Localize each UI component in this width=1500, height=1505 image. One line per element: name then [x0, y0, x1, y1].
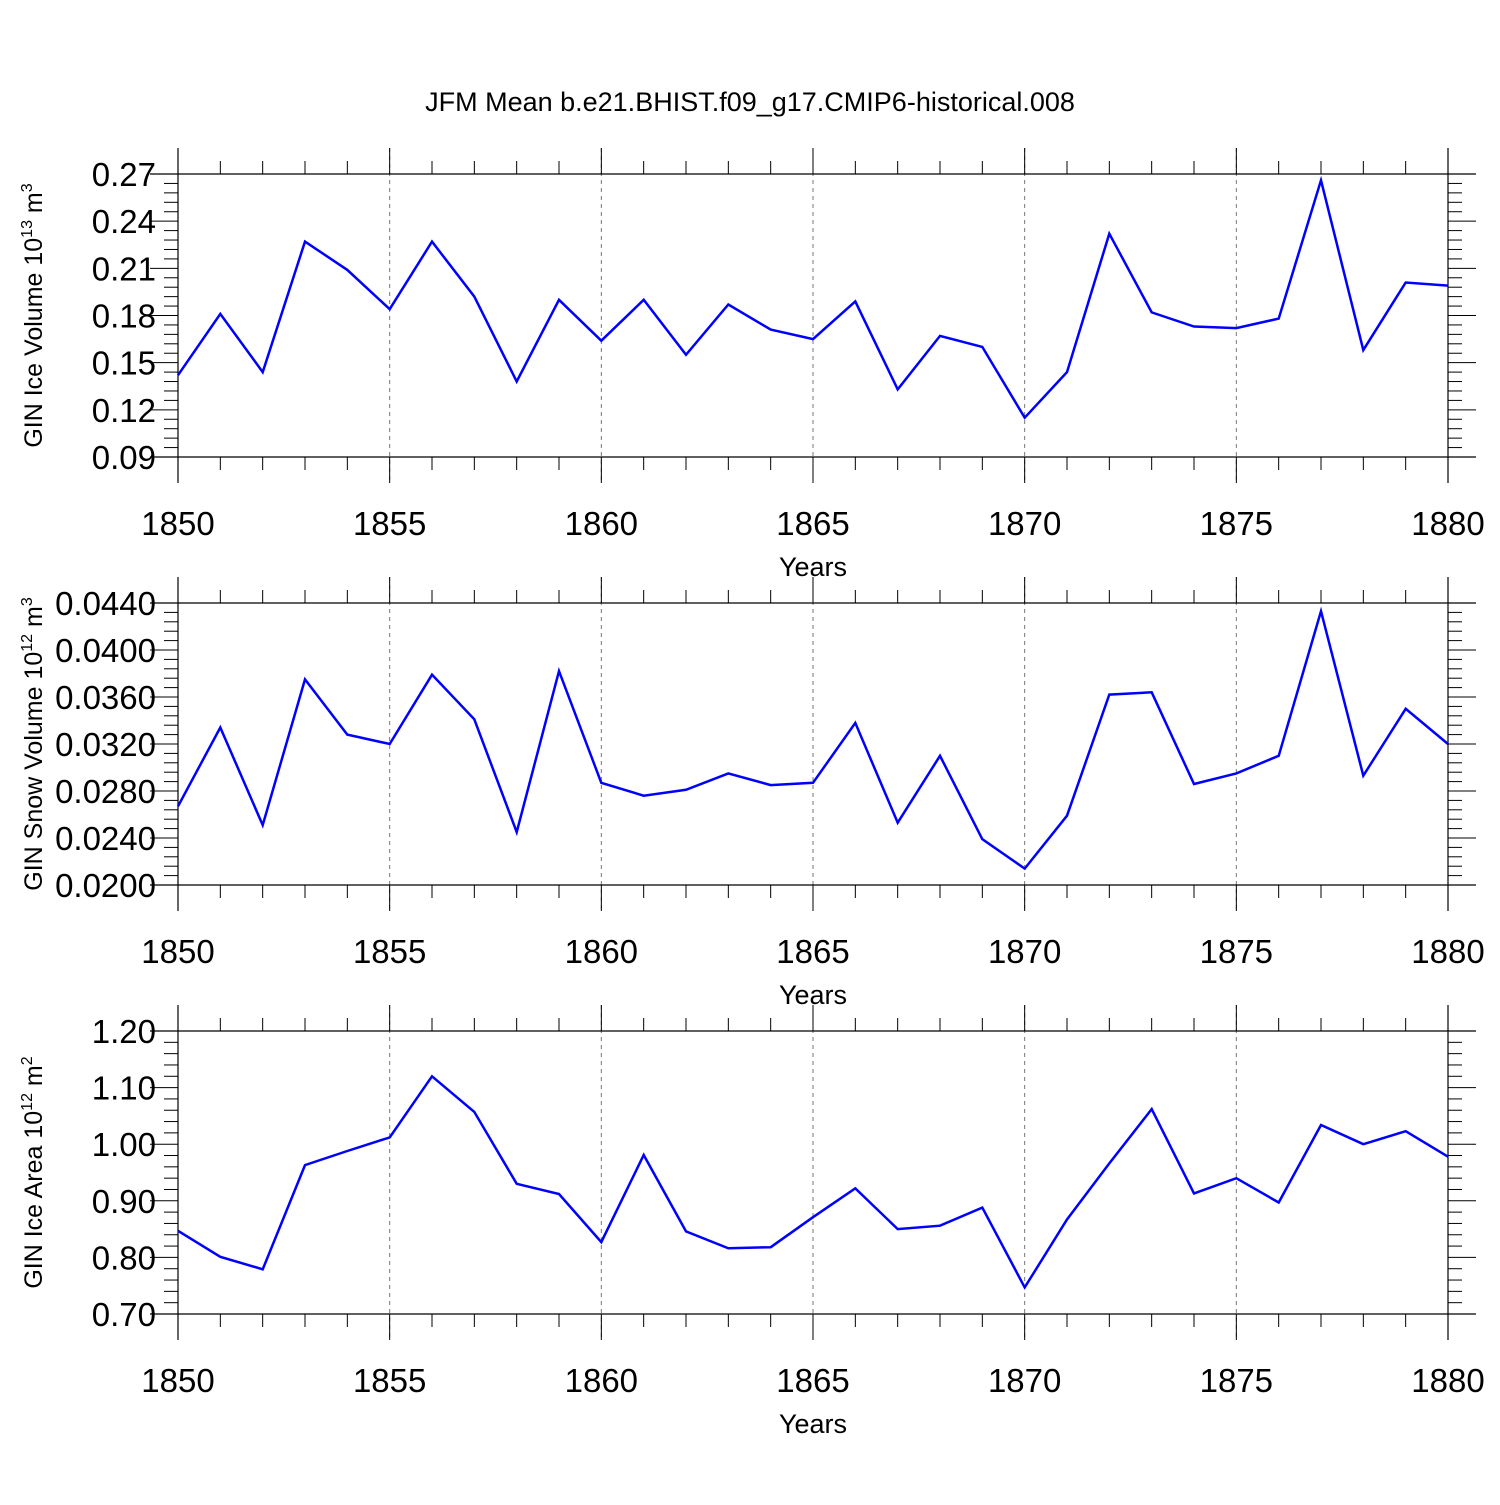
y-tick-label: 0.09 — [92, 439, 156, 476]
y-tick-label: 0.24 — [92, 203, 156, 240]
x-tick-label: 1855 — [353, 933, 426, 970]
y-tick-label: 0.90 — [92, 1183, 156, 1220]
y-tick-label: 0.0400 — [55, 632, 156, 669]
x-tick-label: 1860 — [565, 933, 638, 970]
y-tick-label: 0.21 — [92, 250, 156, 287]
x-tick-label: 1880 — [1411, 505, 1484, 542]
y-tick-label: 1.20 — [92, 1013, 156, 1050]
x-tick-label: 1855 — [353, 505, 426, 542]
x-tick-label: 1850 — [141, 933, 214, 970]
x-tick-label: 1870 — [988, 1362, 1061, 1399]
x-tick-label: 1875 — [1200, 1362, 1273, 1399]
x-tick-label: 1870 — [988, 933, 1061, 970]
y-tick-label: 0.0200 — [55, 867, 156, 904]
chart-panel-2: 1850 1855 1860 1865 1870 1875 1880 0.0200 0.0240… — [19, 577, 1485, 1010]
x-axis-label: Years — [779, 1409, 847, 1439]
y-tick-label: 0.80 — [92, 1239, 156, 1276]
y-tick-label: 0.0440 — [55, 585, 156, 622]
x-tick-label: 1850 — [141, 1362, 214, 1399]
chart-panel-3: 1850 1855 1860 1865 1870 1875 1880 0.70 0.80 0.90… — [19, 1005, 1485, 1439]
x-tick-label: 1865 — [776, 933, 849, 970]
y-tick-label: 0.12 — [92, 392, 156, 429]
x-tick-label: 1850 — [141, 505, 214, 542]
y-tick-label: 0.0240 — [55, 820, 156, 857]
y-tick-label: 0.15 — [92, 345, 156, 382]
y-tick-label: 0.27 — [92, 156, 156, 193]
chart-title: JFM Mean b.e21.BHIST.f09_g17.CMIP6-histo… — [425, 87, 1075, 117]
x-tick-label: 1865 — [776, 505, 849, 542]
x-tick-label: 1860 — [565, 505, 638, 542]
y-tick-label: 0.0320 — [55, 726, 156, 763]
y-axis-label: GIN Snow Volume 1012 m3 — [19, 597, 48, 891]
y-tick-label: 0.0280 — [55, 773, 156, 810]
y-tick-label: 1.10 — [92, 1070, 156, 1107]
y-axis-label: GIN Ice Volume 1013 m3 — [19, 183, 48, 447]
y-tick-label: 0.0360 — [55, 679, 156, 716]
x-tick-label: 1880 — [1411, 1362, 1484, 1399]
x-tick-label: 1880 — [1411, 933, 1484, 970]
x-tick-label: 1865 — [776, 1362, 849, 1399]
chart-panel-1: 1850 1855 1860 1865 1870 1875 1880 0.09 0.12 0.15… — [19, 148, 1485, 582]
y-tick-label: 0.70 — [92, 1296, 156, 1333]
x-tick-label: 1875 — [1200, 933, 1273, 970]
y-tick-label: 1.00 — [92, 1126, 156, 1163]
x-tick-label: 1860 — [565, 1362, 638, 1399]
x-tick-label: 1875 — [1200, 505, 1273, 542]
x-tick-label: 1870 — [988, 505, 1061, 542]
y-tick-label: 0.18 — [92, 298, 156, 335]
x-tick-label: 1855 — [353, 1362, 426, 1399]
y-axis-label: GIN Ice Area 1012 m2 — [19, 1056, 48, 1288]
